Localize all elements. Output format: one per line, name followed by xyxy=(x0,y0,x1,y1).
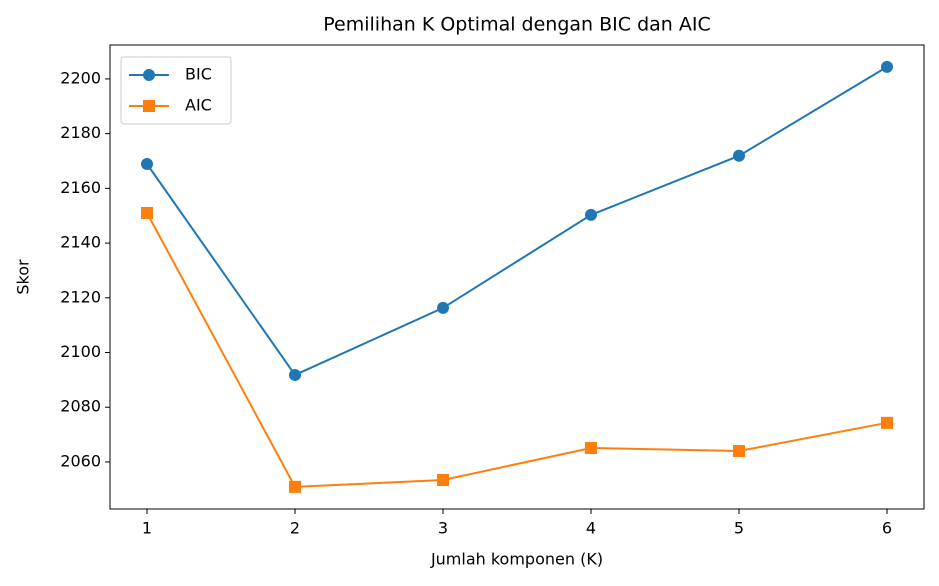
legend-marker xyxy=(143,69,155,81)
y-tick-label: 2080 xyxy=(60,397,101,416)
y-tick-label: 2100 xyxy=(60,342,101,361)
y-tick-label: 2160 xyxy=(60,178,101,197)
x-tick-label: 5 xyxy=(734,519,744,538)
marker xyxy=(585,208,597,221)
marker xyxy=(585,441,597,454)
marker xyxy=(733,445,745,457)
x-tick-label: 6 xyxy=(882,519,892,538)
y-tick-label: 2120 xyxy=(60,287,101,306)
marker xyxy=(881,416,893,429)
y-tick-label: 2200 xyxy=(60,68,101,87)
y-tick-label: 2140 xyxy=(60,233,101,252)
marker xyxy=(733,149,745,162)
y-tick-label: 2180 xyxy=(60,123,101,142)
x-tick-label: 3 xyxy=(438,519,448,538)
y-axis-label: Skor xyxy=(14,259,33,295)
legend-label: BIC xyxy=(185,65,212,84)
legend-box xyxy=(120,56,232,125)
series-line xyxy=(146,66,888,377)
series-line xyxy=(146,212,888,488)
plot-frame xyxy=(109,44,925,510)
marker xyxy=(289,480,301,493)
x-tick-label: 4 xyxy=(586,519,596,538)
marker xyxy=(437,301,449,314)
marker xyxy=(141,206,153,219)
x-tick-label: 1 xyxy=(142,519,152,538)
x-tick-label: 2 xyxy=(290,519,300,538)
legend-label: AIC xyxy=(185,96,212,115)
marker xyxy=(289,368,301,381)
marker xyxy=(141,158,153,171)
x-axis-label: Jumlah komponen (K) xyxy=(430,550,603,569)
y-tick-label: 2060 xyxy=(60,451,101,470)
chart-title: Pemilihan K Optimal dengan BIC dan AIC xyxy=(323,14,710,36)
legend-marker xyxy=(143,100,155,112)
marker xyxy=(437,474,449,486)
marker xyxy=(881,60,893,73)
